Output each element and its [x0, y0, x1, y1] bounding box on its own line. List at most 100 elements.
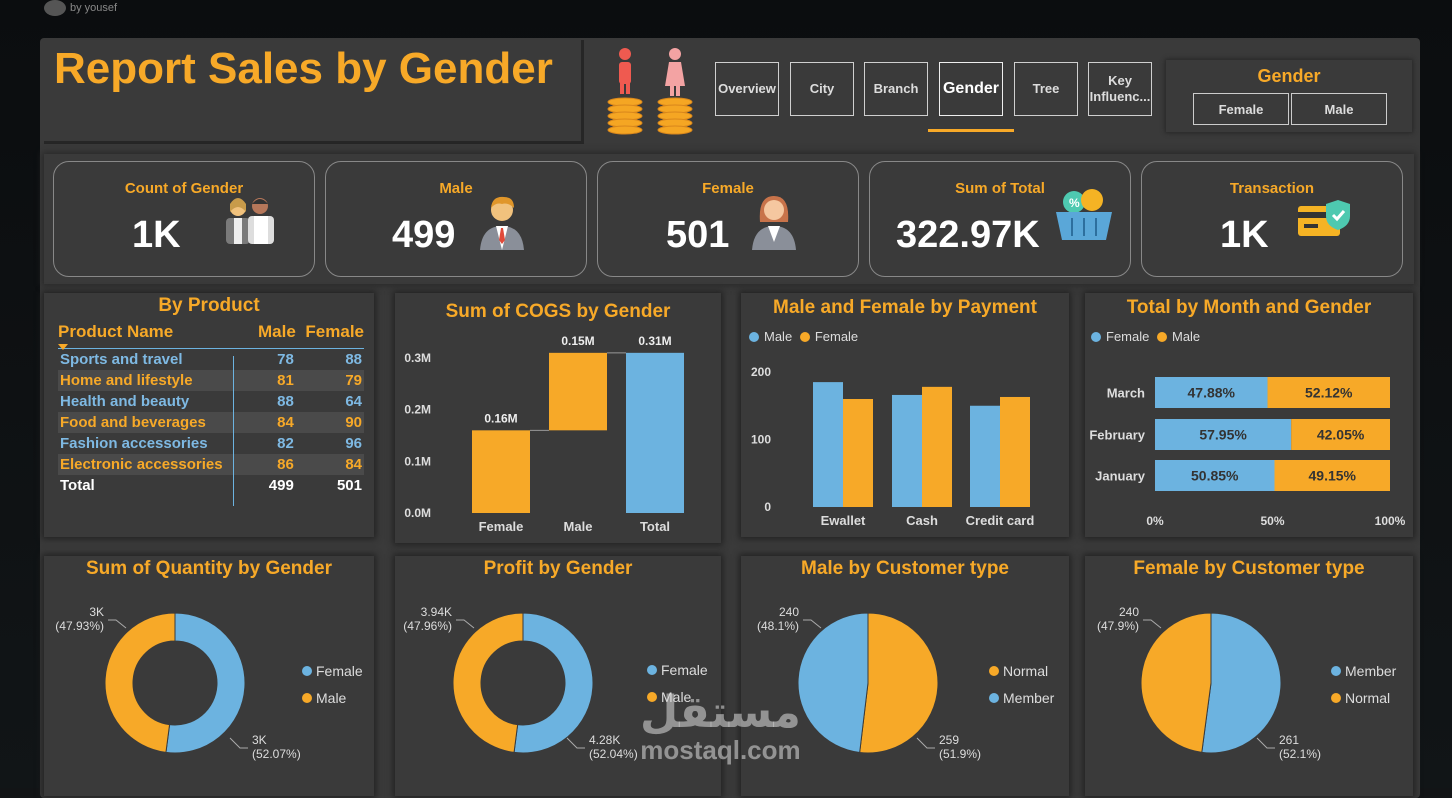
bar-female [1155, 377, 1268, 408]
nav-overview-button[interactable]: Overview [715, 62, 779, 116]
table-row[interactable]: Health and beauty 88 64 [58, 391, 364, 412]
leader-line [229, 737, 248, 749]
svg-text:%: % [1069, 196, 1080, 210]
bar-male [813, 382, 843, 507]
y-tick-label: 0.1M [404, 454, 431, 468]
data-label: 57.95% [1199, 427, 1247, 443]
legend-female-swatch [1091, 332, 1101, 342]
slicer-female-option[interactable]: Female [1193, 93, 1289, 125]
kpi-sum-of-total: Sum of Total 322.97K % [869, 161, 1131, 277]
data-label: 3K [89, 605, 104, 619]
kpi-label: Male [439, 180, 473, 197]
product-name-cell: Food and beverages [58, 411, 252, 433]
x-tick-label: Ewallet [821, 513, 866, 528]
kpi-label: Sum of Total [955, 180, 1045, 197]
legend-female-swatch [799, 332, 810, 342]
data-label-pct: (47.93%) [55, 619, 104, 633]
shopping-basket-icon: % [1056, 189, 1112, 240]
data-label: 240 [1119, 605, 1139, 619]
legend-male-label: Male [764, 329, 793, 344]
y-tick-label: 0.3M [404, 351, 431, 365]
legend-female-label: Female [1106, 329, 1150, 344]
panel-title: Profit by Gender [483, 558, 633, 579]
kpi-transaction: Transaction 1K [1141, 161, 1403, 277]
product-name-cell: Health and beauty [60, 392, 190, 410]
payment-chart: 0 100 200 Ewallet Cash Credit card [751, 365, 1035, 528]
female-count-cell: 96 [345, 434, 362, 452]
table-row[interactable]: Food and beverages 84 90 [58, 411, 364, 433]
legend-label: Normal [1003, 663, 1048, 679]
card-shield-icon [1298, 200, 1350, 236]
column-header-female[interactable]: Female [305, 322, 364, 341]
column-header-male[interactable]: Male [258, 322, 296, 341]
nav-branch-button[interactable]: Branch [864, 62, 928, 116]
y-tick-label: 0 [764, 500, 771, 514]
quantity-panel: Sum of Quantity by Gender 3K (52.07%) 3K (4… [44, 556, 374, 796]
slice-normal [1140, 612, 1212, 753]
female-count-cell: 88 [345, 350, 362, 368]
data-label: 240 [779, 605, 799, 619]
leader-line [803, 619, 822, 629]
data-label: 50.85% [1191, 468, 1239, 484]
panel-title: Male by Customer type [801, 558, 1009, 579]
x-tick-label: Female [479, 519, 524, 534]
legend-swatch [1331, 666, 1341, 676]
month-legend: Female Male [1091, 329, 1200, 344]
legend-swatch [1331, 693, 1341, 703]
data-label-pct: (48.1%) [757, 619, 799, 633]
legend-label: Female [316, 663, 363, 679]
leader-line [1143, 619, 1162, 629]
male-count-cell: 86 [251, 453, 296, 475]
product-table: Product Name Male Female Sports and trav… [58, 322, 364, 496]
legend-label: Member [1345, 663, 1397, 679]
legend-swatch [989, 666, 999, 676]
nav-gender-button[interactable]: Gender [939, 62, 1003, 116]
legend-label: Member [1003, 690, 1055, 706]
slice-member [1201, 612, 1282, 754]
kpi-label: Count of Gender [124, 180, 244, 197]
kpi-male: Male 499 [325, 161, 587, 277]
avatar [44, 0, 66, 16]
x-tick-label: Credit card [966, 513, 1035, 528]
slicer-male-option[interactable]: Male [1291, 93, 1387, 125]
kpi-count-of-gender: Count of Gender 1K [53, 161, 315, 277]
x-tick-label: Total [640, 519, 670, 534]
x-tick-label: 0% [1146, 514, 1164, 528]
table-row[interactable]: Fashion accessories 82 96 [58, 433, 364, 454]
x-tick-label: 100% [1375, 514, 1406, 528]
column-header-product[interactable]: Product Name [58, 322, 174, 341]
female-customer-pie-chart: 261(52.1%) 240(47.9%) Member Normal [1097, 605, 1397, 761]
slice-male [104, 612, 176, 753]
legend-swatch [647, 665, 657, 675]
bar-female [1000, 396, 1030, 507]
table-row[interactable]: Home and lifestyle 81 79 [58, 369, 364, 391]
bar-female [843, 399, 873, 507]
slice-female [513, 612, 594, 754]
active-tab-indicator [928, 129, 1014, 132]
kpi-label: Transaction [1229, 180, 1315, 197]
leader-line [108, 619, 127, 629]
product-name-cell: Electronic accessories [58, 453, 252, 475]
watermark: مستقل mostaql.com [640, 690, 801, 765]
legend-swatch [989, 693, 999, 703]
nav-key-influencers-button[interactable]: Key Influenc... [1088, 62, 1152, 116]
sort-arrow-icon[interactable] [58, 344, 68, 350]
female-count-cell: 90 [295, 411, 364, 433]
slicer-title: Gender [1257, 66, 1321, 86]
nav-tree-button[interactable]: Tree [1014, 62, 1078, 116]
table-row[interactable]: Electronic accessories 86 84 [58, 453, 364, 475]
table-row[interactable]: Sports and travel 78 88 [58, 349, 364, 370]
female-count-cell: 64 [345, 392, 362, 410]
product-name-cell: Home and lifestyle [58, 369, 252, 391]
data-label-pct: (47.9%) [1097, 619, 1139, 633]
nav-city-button[interactable]: City [790, 62, 854, 116]
panel-title: Female by Customer type [1133, 558, 1365, 579]
legend-label: Male [316, 690, 347, 706]
table-divider [233, 356, 234, 506]
data-label: 0.16M [484, 411, 517, 425]
bar [549, 352, 607, 431]
bar-female [922, 386, 952, 507]
cogs-panel: Sum of COGS by Gender 0.0M 0.1M 0.2M 0.3M 0.… [395, 293, 721, 543]
male-count-cell: 88 [277, 392, 294, 410]
legend-label: Normal [1345, 690, 1390, 706]
